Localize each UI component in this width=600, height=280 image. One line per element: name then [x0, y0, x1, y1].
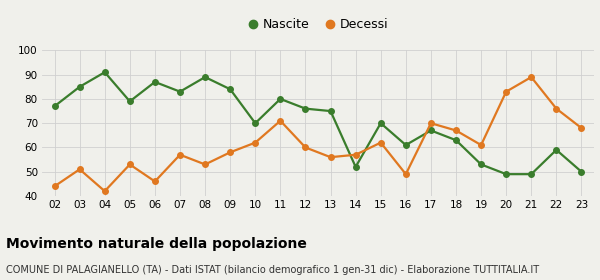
Text: COMUNE DI PALAGIANELLO (TA) - Dati ISTAT (bilancio demografico 1 gen-31 dic) - E: COMUNE DI PALAGIANELLO (TA) - Dati ISTAT… [6, 265, 539, 275]
Legend: Nascite, Decessi: Nascite, Decessi [243, 13, 393, 36]
Text: Movimento naturale della popolazione: Movimento naturale della popolazione [6, 237, 307, 251]
